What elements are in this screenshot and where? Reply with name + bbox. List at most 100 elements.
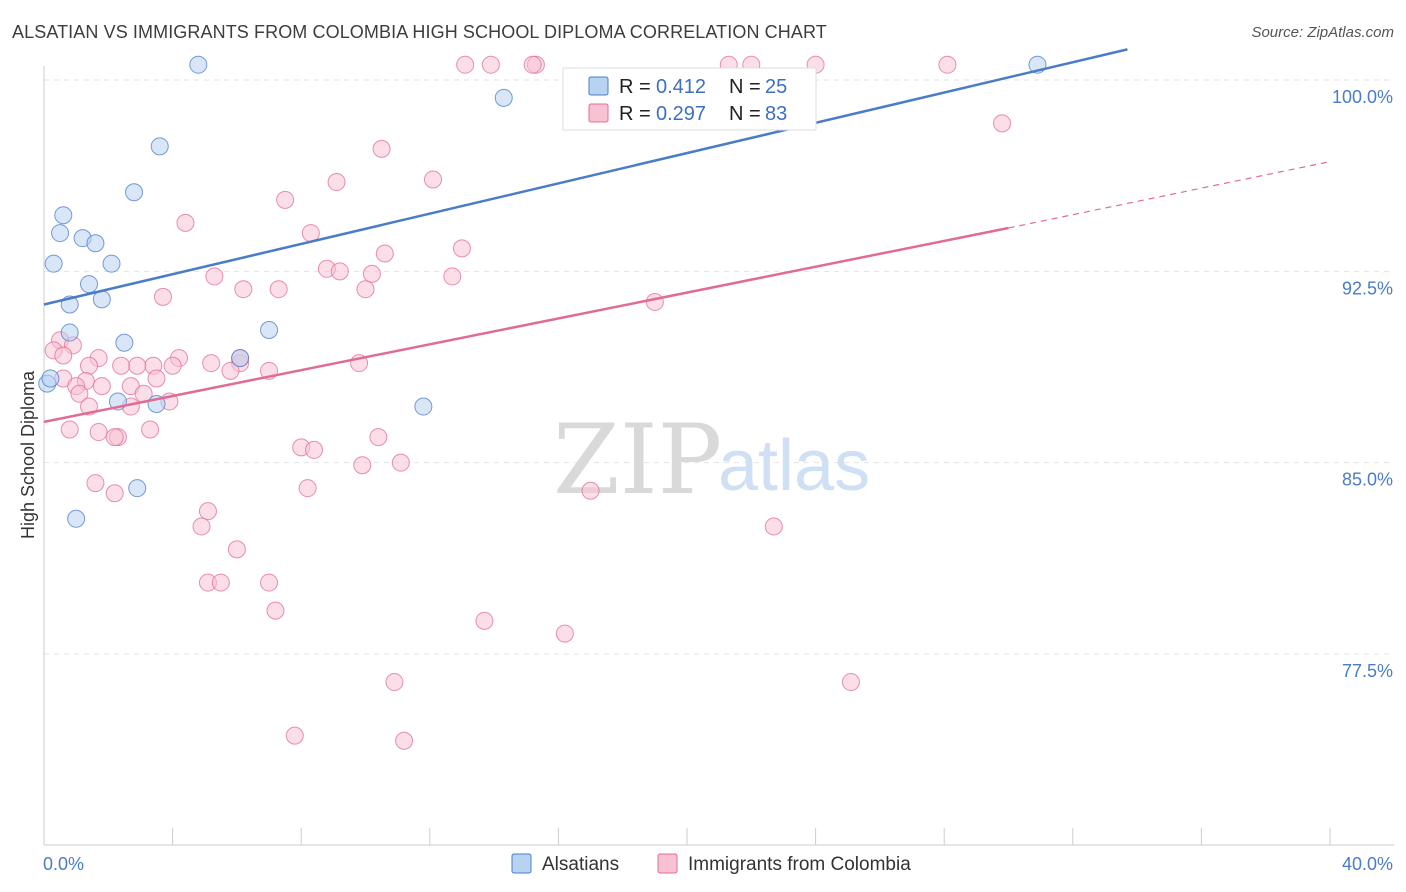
- y-tick-label-2: 85.0%: [1342, 470, 1393, 490]
- alsatians-point-5: [51, 224, 70, 243]
- x-tick-label-0: 0.0%: [43, 854, 84, 874]
- source-label: Source: ZipAtlas.com: [1251, 24, 1394, 41]
- watermark-zip: ZIP: [553, 404, 722, 516]
- bottom-legend-alsatians: Alsatians: [542, 854, 619, 875]
- trend-line-alsatians: [43, 48, 1128, 306]
- colombia-point-70: [227, 540, 246, 559]
- colombia-point-64: [353, 456, 372, 475]
- colombia-point-62: [305, 440, 324, 459]
- colombia-point-13: [176, 213, 195, 232]
- colombia-point-75: [475, 611, 494, 630]
- y-tick-label-3: 77.5%: [1342, 661, 1393, 681]
- y-axis-label: High School Diploma: [18, 370, 38, 539]
- trend-line-colombia: [43, 226, 1009, 424]
- colombia-point-78: [285, 726, 304, 745]
- alsatians-point-20: [414, 397, 433, 416]
- chart-title: ALSATIAN VS IMMIGRANTS FROM COLOMBIA HIG…: [12, 22, 827, 42]
- legend-n-label-2: N =: [729, 103, 761, 125]
- alsatians-point-15: [260, 321, 279, 340]
- colombia-point-74: [266, 601, 285, 620]
- colombia-point-8: [993, 114, 1012, 133]
- legend-swatch-colombia: [588, 103, 609, 123]
- colombia-point-56: [141, 420, 160, 439]
- alsatians-point-14: [115, 333, 134, 352]
- colombia-point-73: [211, 573, 230, 592]
- legend-r-value-2: 0.297: [656, 103, 706, 125]
- colombia-point-10: [424, 170, 443, 189]
- trend-lines: [43, 48, 1331, 424]
- colombia-point-30: [54, 346, 73, 365]
- colombia-point-71: [260, 573, 279, 592]
- legend-swatch-alsatians: [588, 76, 609, 96]
- colombia-point-82: [86, 474, 105, 493]
- colombia-point-21: [443, 267, 462, 286]
- legend-r-label-2: R =: [619, 103, 651, 125]
- colombia-point-11: [327, 173, 346, 192]
- legend-r-value-1: 0.412: [656, 76, 706, 98]
- colombia-point-34: [112, 356, 131, 375]
- colombia-point-58: [369, 428, 388, 447]
- colombia-point-44: [70, 384, 89, 403]
- colombia-point-25: [356, 280, 375, 299]
- colombia-point-67: [198, 502, 217, 521]
- bottom-legend-colombia: Immigrants from Colombia: [688, 854, 911, 875]
- colombia-point-79: [395, 731, 414, 750]
- colombia-point-43: [92, 377, 111, 396]
- trend-line-colombia-extension: [1008, 161, 1331, 229]
- series-alsatians: [38, 55, 1047, 528]
- colombia-point-24: [269, 280, 288, 299]
- alsatians-point-22: [67, 509, 86, 528]
- x-tick-labels: 0.0% 40.0%: [43, 854, 1393, 874]
- colombia-point-33: [80, 356, 99, 375]
- colombia-point-57: [89, 423, 108, 442]
- colombia-point-18: [330, 262, 349, 281]
- colombia-point-36: [128, 356, 147, 375]
- colombia-point-39: [221, 361, 240, 380]
- legend: R = 0.412 N = 25 R = 0.297 N = 83: [562, 67, 817, 131]
- colombia-point-19: [362, 264, 381, 283]
- alsatians-point-1: [494, 88, 513, 107]
- colombia-point-16: [375, 244, 394, 263]
- colombia-point-9: [372, 139, 391, 158]
- alsatians-point-3: [125, 183, 144, 202]
- colombia-point-0: [456, 55, 475, 74]
- colombia-point-69: [764, 517, 783, 536]
- colombia-point-20: [205, 267, 224, 286]
- legend-n-value-1: 25: [765, 76, 787, 98]
- colombia-point-22: [234, 280, 253, 299]
- colombia-point-63: [391, 453, 410, 472]
- colombia-point-76: [841, 673, 860, 692]
- colombia-point-80: [555, 624, 574, 643]
- colombia-point-26: [645, 292, 664, 311]
- series-immigrants-from-colombia: [44, 55, 1012, 750]
- colombia-point-81: [105, 484, 124, 503]
- alsatians-point-2: [150, 137, 169, 156]
- legend-r-label-1: R =: [619, 76, 651, 98]
- x-tick-label-1: 40.0%: [1342, 854, 1393, 874]
- colombia-point-15: [452, 239, 471, 258]
- alsatians-point-7: [86, 234, 105, 253]
- watermark-atlas: atlas: [718, 426, 870, 506]
- alsatians-point-8: [44, 254, 63, 273]
- alsatians-point-9: [102, 254, 121, 273]
- colombia-point-7: [938, 55, 957, 74]
- y-tick-label-0: 100.0%: [1332, 87, 1393, 107]
- colombia-point-55: [60, 420, 79, 439]
- colombia-point-46: [147, 369, 166, 388]
- alsatians-point-0: [189, 55, 208, 74]
- watermark: ZIP atlas: [553, 404, 870, 516]
- alsatians-point-4: [54, 206, 73, 225]
- legend-n-label-1: N =: [729, 76, 761, 98]
- axes: [43, 66, 1394, 846]
- alsatians-point-21: [128, 479, 147, 498]
- alsatians-point-16: [231, 349, 250, 368]
- colombia-point-45: [163, 356, 182, 375]
- alsatians-point-10: [80, 275, 99, 294]
- colombia-point-12: [276, 190, 295, 209]
- colombia-point-37: [202, 354, 221, 373]
- colombia-point-1: [481, 55, 500, 74]
- alsatians-point-13: [60, 323, 79, 342]
- colombia-point-65: [298, 479, 317, 498]
- bottom-legend-swatch-alsatians: [511, 853, 532, 874]
